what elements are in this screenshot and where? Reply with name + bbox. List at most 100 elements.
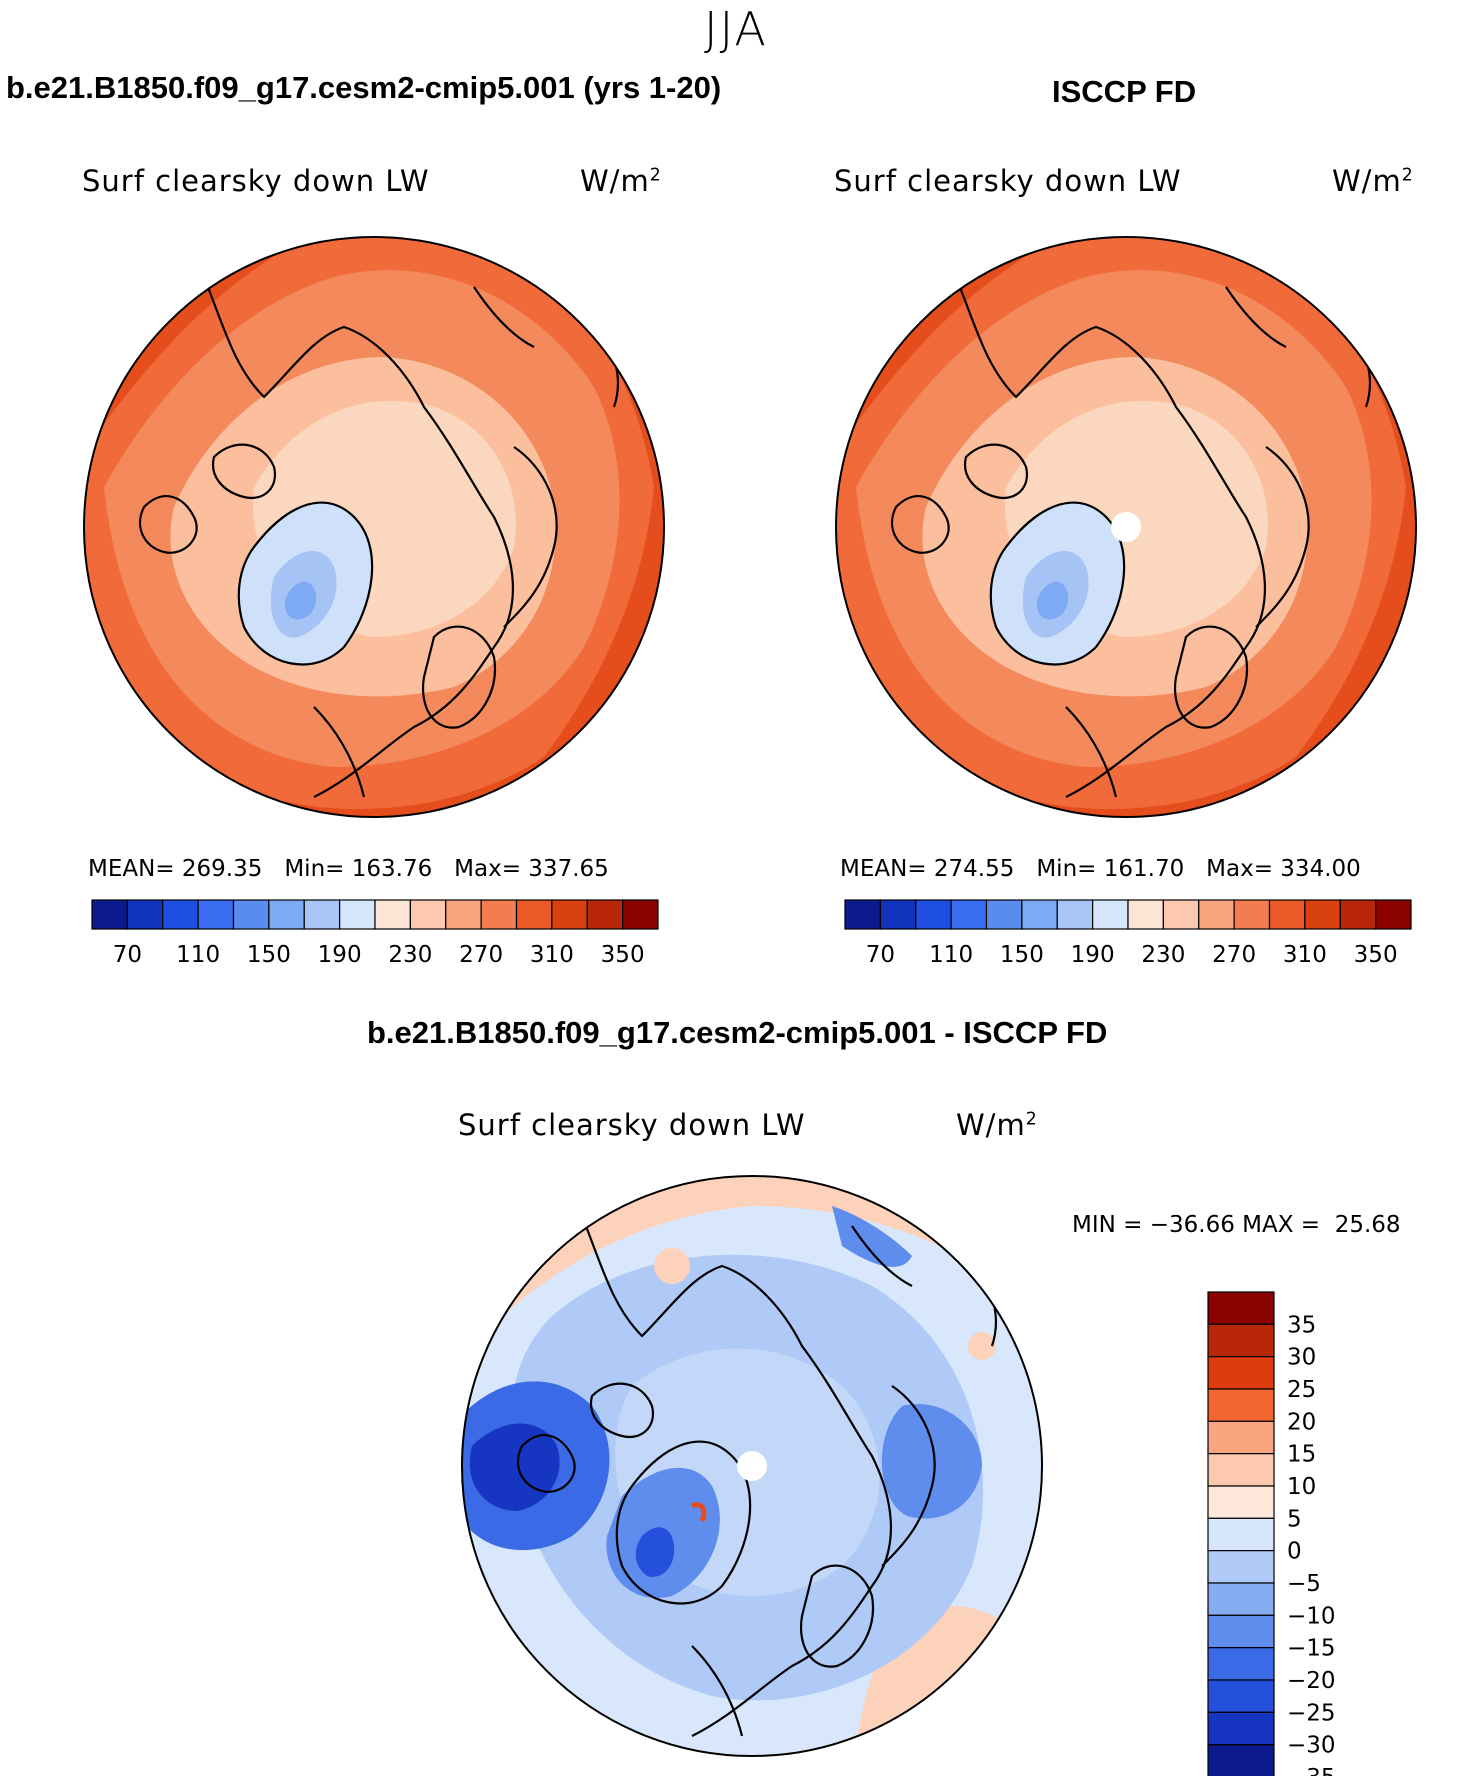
panel1-stats: MEAN= 269.35 Min= 163.76 Max= 337.65 [88, 856, 609, 882]
diff-colorbar-cell [1207, 1388, 1275, 1422]
panel2-max-value: 334.00 [1280, 856, 1361, 882]
diff-map [461, 1175, 1043, 1757]
diff-colorbar-cell [1207, 1420, 1275, 1455]
panel1-colorbar-cell [551, 899, 588, 930]
panel2-colorbar-cell [1233, 899, 1271, 930]
panel1-min-value: 163.76 [351, 856, 433, 882]
panel2-colorbar-tick-label: 270 [1212, 942, 1256, 968]
panel1-map [83, 236, 665, 818]
panel1-max-value: 337.65 [528, 856, 609, 882]
panel2-colorbar-tick-label: 350 [1354, 942, 1398, 968]
diff-colorbar-cell [1207, 1550, 1275, 1584]
panel1-variable-label: Surf clearsky down LW [82, 164, 430, 198]
panel2-colorbar-cell [1268, 899, 1306, 930]
panel1-colorbar-cell [515, 899, 553, 930]
panel1-colorbar-cell [409, 899, 447, 930]
panel2-max-label: Max= [1206, 856, 1273, 882]
panel2-colorbar-cell [1127, 899, 1164, 930]
panel2-map-border [835, 236, 1417, 818]
panel1-colorbar-cell [232, 899, 270, 930]
panel1-colorbar-cell [303, 899, 341, 930]
panel1-colorbar-tick-label: 190 [318, 942, 362, 968]
diff-colorbar-tick-label: 5 [1287, 1506, 1302, 1532]
diff-colorbar-tick-label: −5 [1287, 1571, 1321, 1597]
panel1-colorbar-cell [91, 899, 128, 930]
panel2-colorbar-cell [1198, 899, 1235, 930]
panel2-colorbar-cell [950, 899, 988, 930]
diff-colorbar-tick-label: 30 [1287, 1345, 1316, 1371]
panel1-colorbar-tick-label: 150 [247, 942, 291, 968]
diff-colorbar-cell [1207, 1647, 1275, 1681]
panel2-colorbar-tick-label: 150 [1000, 942, 1044, 968]
panel2-mean-value: 274.55 [933, 856, 1015, 882]
diff-colorbar-cell [1207, 1453, 1275, 1487]
panel1-colorbar-tick-label: 350 [601, 942, 645, 968]
diff-colorbar-cell [1207, 1582, 1275, 1616]
panel1-mean-label: MEAN= [88, 856, 175, 882]
panel1-colorbar-cell [268, 899, 305, 930]
diff-colorbar-tick-label: 35 [1287, 1312, 1316, 1338]
panel1-map-border [83, 236, 665, 818]
panel1-colorbar-tick-label: 310 [530, 942, 574, 968]
panel2-colorbar-cell [1304, 899, 1341, 930]
panel2-title: ISCCP FD [1052, 74, 1197, 109]
diff-colorbar-cell [1207, 1485, 1275, 1519]
panel2-variable-label: Surf clearsky down LW [834, 164, 1182, 198]
panel2-units-exp: 2 [1401, 165, 1414, 186]
panel1-colorbar-tick-label: 230 [388, 942, 432, 968]
panel2-min-label: Min= [1036, 856, 1097, 882]
panel2-min-value: 161.70 [1103, 856, 1185, 882]
diff-colorbar-tick-label: 20 [1287, 1409, 1316, 1435]
diff-colorbar: 35 30 25 20 15 10 5 0 −5 −10 −15 −20 −25 −30 −35 [1207, 1291, 1336, 1776]
diff-colorbar-tick-label: 15 [1287, 1442, 1316, 1468]
diff-colorbar-tick-label: 10 [1287, 1474, 1316, 1500]
diff-colorbar-cell [1207, 1356, 1275, 1390]
panel1-colorbar-cell [126, 899, 164, 930]
panel1-colorbar: 70 110 150 190 230 270 310 350 [91, 899, 659, 968]
diff-colorbar-tick-label: 25 [1287, 1377, 1316, 1403]
panel1-colorbar-tick-label: 110 [176, 942, 220, 968]
panel1-min-label: Min= [284, 856, 345, 882]
panel1-colorbar-cell [445, 899, 482, 930]
panel1-colorbar-cell [339, 899, 376, 930]
panel2-stats: MEAN= 274.55 Min= 161.70 Max= 334.00 [840, 856, 1361, 882]
panel2-pole-hole [1111, 512, 1141, 542]
panel2-colorbar: 70 110 150 190 230 270 310 350 [844, 899, 1412, 968]
panel1-colorbar-tick-label: 270 [459, 942, 503, 968]
panel1-colorbar-cell [480, 899, 518, 930]
panel2-colorbar-cell [985, 899, 1023, 930]
diff-colorbar-cell [1207, 1614, 1275, 1649]
diff-colorbar-tick-label: 0 [1287, 1539, 1302, 1565]
panel1-colorbar-tick-label: 70 [113, 942, 142, 968]
diff-colorbar-cell [1207, 1679, 1275, 1713]
diff-colorbar-tick-label: −15 [1287, 1636, 1336, 1662]
panel2-colorbar-cell [1021, 899, 1058, 930]
diff-colorbar-tick-label: −20 [1287, 1668, 1336, 1694]
panel2-colorbar-tick-label: 110 [929, 942, 973, 968]
diff-colorbar-cell [1207, 1291, 1275, 1325]
diff-colorbar-cell [1207, 1711, 1275, 1746]
panel1-units-base: W/m [580, 164, 650, 198]
diff-units-base: W/m [956, 1108, 1026, 1142]
panel1-title: b.e21.B1850.f09_g17.cesm2-cmip5.001 (yrs… [6, 70, 722, 105]
diff-units-exp: 2 [1025, 1109, 1038, 1130]
diff-colorbar-cell [1207, 1517, 1275, 1552]
season-title: JJA [704, 2, 768, 56]
diff-colorbar-tick-label: −10 [1287, 1603, 1336, 1629]
diff-title: b.e21.B1850.f09_g17.cesm2-cmip5.001 - IS… [367, 1015, 1108, 1050]
diff-minmax: MIN = −36.66 MAX = 25.68 [1072, 1212, 1401, 1238]
diff-colorbar-cell [1207, 1744, 1275, 1776]
diff-colorbar-tick-label: −35 [1287, 1765, 1336, 1776]
diff-colorbar-tick-label: −25 [1287, 1700, 1336, 1726]
panel1-colorbar-cell [197, 899, 235, 930]
panel2-colorbar-tick-label: 310 [1283, 942, 1327, 968]
panel2-colorbar-tick-label: 230 [1141, 942, 1185, 968]
panel2-colorbar-cell [1162, 899, 1200, 930]
panel2-colorbar-cell [1339, 899, 1377, 930]
panel1-units: W/m2 [580, 164, 662, 198]
diff-colorbar-cell [1207, 1323, 1275, 1358]
panel2-units-base: W/m [1332, 164, 1402, 198]
panel2-map [835, 236, 1417, 818]
panel2-mean-label: MEAN= [840, 856, 927, 882]
